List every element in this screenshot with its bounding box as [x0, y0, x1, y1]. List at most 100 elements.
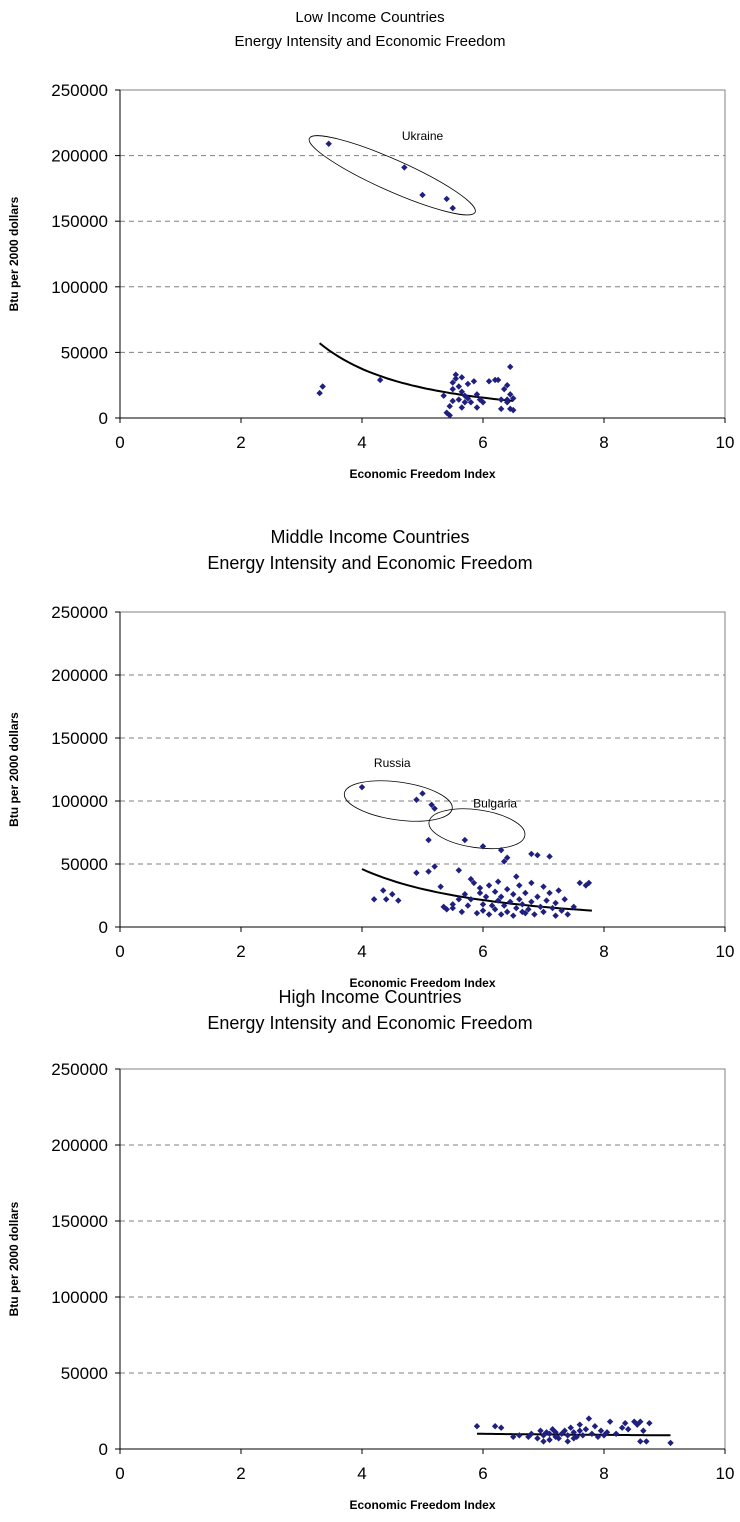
data-point: [500, 858, 508, 865]
highlight-ellipse: [343, 780, 453, 822]
x-tick-label: 2: [236, 1464, 245, 1483]
data-point: [473, 391, 481, 398]
data-point: [458, 374, 466, 381]
data-point: [528, 1430, 535, 1437]
data-point: [383, 896, 390, 903]
data-point: [534, 851, 541, 859]
data-point: [497, 893, 505, 900]
data-point: [570, 903, 577, 911]
data-point: [531, 911, 538, 918]
data-point: [461, 399, 469, 406]
data-point: [516, 896, 523, 903]
x-tick-label: 6: [478, 942, 487, 961]
data-point: [500, 902, 508, 909]
y-tick-label: 150000: [51, 212, 108, 231]
data-point: [588, 1430, 596, 1437]
x-tick-label: 4: [357, 433, 366, 452]
y-tick-label: 150000: [51, 1212, 108, 1231]
data-point: [479, 907, 487, 914]
data-point: [389, 891, 396, 898]
data-point: [625, 1426, 632, 1433]
data-point: [473, 909, 481, 917]
data-point: [637, 1418, 644, 1425]
data-point: [431, 863, 438, 870]
data-point: [491, 888, 499, 895]
data-point: [555, 1435, 562, 1442]
data-point: [618, 1424, 626, 1431]
x-tick-label: 10: [716, 1464, 735, 1483]
data-point: [319, 383, 326, 390]
data-point: [497, 396, 505, 403]
data-point: [428, 801, 435, 808]
data-point: [504, 854, 511, 861]
data-point: [452, 375, 459, 382]
data-point: [555, 887, 562, 894]
chart-title-line: Energy Intensity and Economic Freedom: [207, 1013, 532, 1033]
data-point: [522, 889, 529, 897]
data-point: [449, 385, 456, 393]
x-axis-label: Economic Freedom Index: [349, 1498, 495, 1512]
data-point: [552, 899, 559, 907]
data-point: [470, 378, 478, 385]
data-point: [370, 896, 378, 903]
chart-title-line: Energy Intensity and Economic Freedom: [207, 553, 532, 573]
y-tick-label: 0: [99, 1440, 108, 1459]
data-point: [325, 140, 332, 147]
data-point: [464, 380, 472, 388]
data-point: [446, 402, 453, 410]
data-point: [507, 363, 514, 371]
data-point: [576, 879, 583, 887]
data-point: [479, 843, 487, 850]
data-point: [564, 1438, 571, 1445]
chart-panel-1: Low Income Countries Energy Intensity and…: [7, 9, 734, 481]
x-tick-label: 10: [716, 942, 735, 961]
x-tick-label: 2: [236, 433, 245, 452]
data-point: [507, 898, 514, 905]
data-point: [449, 397, 456, 405]
data-point: [413, 796, 420, 803]
data-point: [582, 1426, 590, 1433]
data-point: [379, 887, 387, 894]
data-point: [579, 1432, 587, 1439]
data-point: [455, 383, 462, 390]
data-point: [552, 1433, 559, 1441]
y-tick-label: 200000: [51, 147, 108, 166]
y-axis-label: Btu per 2000 dollars: [7, 712, 21, 827]
data-point: [519, 908, 526, 916]
data-point: [564, 911, 571, 918]
data-point: [452, 371, 459, 378]
data-point: [473, 404, 481, 411]
y-tick-label: 0: [99, 409, 108, 428]
data-point: [597, 1427, 605, 1434]
x-tick-label: 6: [478, 1464, 487, 1483]
x-tick-label: 4: [357, 1464, 366, 1483]
chart-title-line: Middle Income Countries: [270, 527, 469, 547]
data-point: [497, 405, 505, 413]
data-point: [446, 412, 453, 419]
data-point: [540, 1438, 547, 1445]
annotation-label: Ukraine: [402, 129, 444, 143]
data-point: [401, 164, 408, 171]
plot-area: [119, 611, 726, 928]
data-point: [513, 873, 520, 880]
data-point: [437, 883, 444, 890]
data-point: [585, 1415, 593, 1422]
data-point: [479, 399, 487, 406]
y-tick-label: 200000: [51, 1136, 108, 1155]
data-point: [510, 1433, 517, 1441]
data-point: [640, 1427, 647, 1434]
data-point: [488, 902, 496, 909]
data-point: [464, 395, 472, 402]
data-point: [500, 385, 508, 393]
data-point: [540, 908, 547, 916]
data-point: [540, 883, 547, 890]
data-point: [637, 1438, 644, 1445]
data-point: [576, 1427, 583, 1434]
data-point: [491, 1423, 499, 1430]
y-tick-label: 50000: [61, 343, 108, 362]
data-point: [449, 901, 456, 908]
y-axis-label: Btu per 2000 dollars: [7, 196, 21, 311]
data-point: [528, 879, 535, 887]
data-point: [476, 889, 484, 897]
data-point: [546, 1430, 553, 1437]
